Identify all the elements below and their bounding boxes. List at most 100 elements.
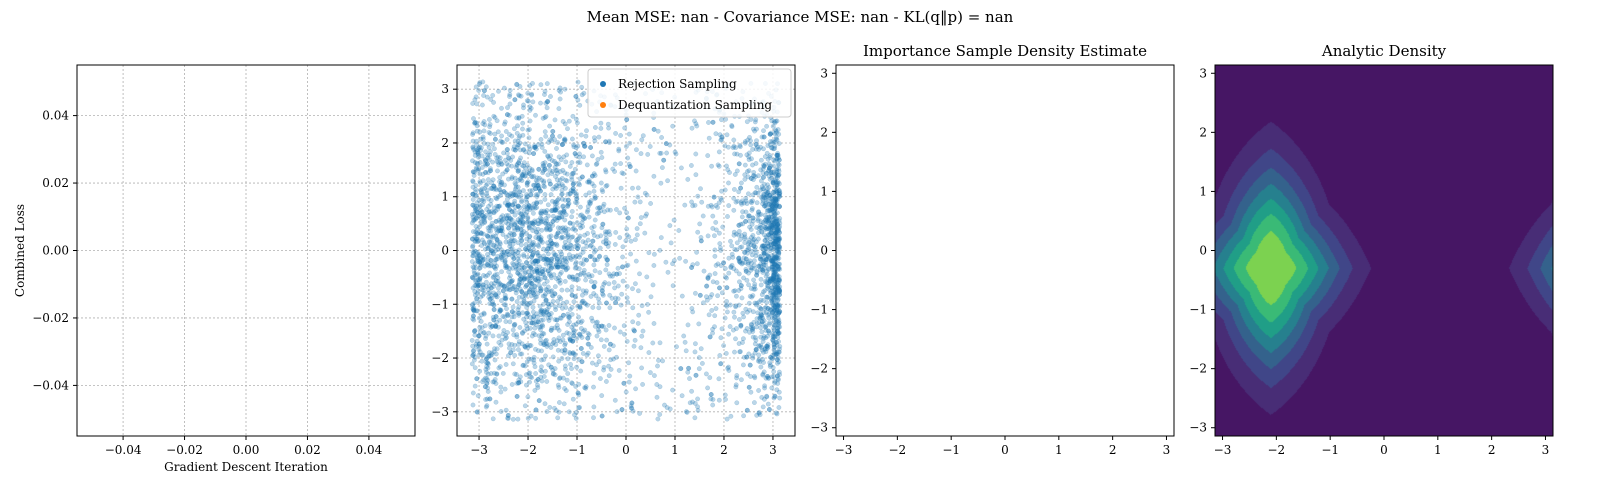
scatter-point bbox=[548, 288, 554, 294]
scatter-point bbox=[774, 218, 780, 224]
scatter-point bbox=[569, 380, 575, 386]
scatter-point bbox=[732, 151, 737, 157]
scatter-point bbox=[766, 173, 772, 179]
scatter-point bbox=[679, 293, 685, 299]
scatter-point bbox=[488, 258, 494, 263]
scatter-point bbox=[516, 312, 522, 318]
scatter-point bbox=[754, 412, 760, 418]
samples-legend: Rejection Sampling Dequantization Sampli… bbox=[587, 68, 792, 118]
scatter-point bbox=[776, 157, 782, 163]
scatter-point bbox=[474, 231, 480, 237]
scatter-point bbox=[488, 371, 494, 376]
scatter-point bbox=[736, 222, 742, 228]
scatter-point bbox=[774, 170, 780, 175]
scatter-point bbox=[516, 339, 522, 345]
scatter-point bbox=[542, 160, 548, 166]
scatter-point bbox=[750, 215, 756, 221]
scatter-point bbox=[756, 225, 762, 231]
scatter-point bbox=[776, 359, 782, 365]
scatter-point bbox=[532, 145, 537, 150]
scatter-point bbox=[775, 280, 781, 286]
scatter-point bbox=[775, 241, 781, 247]
scatter-point bbox=[546, 257, 551, 263]
scatter-point bbox=[627, 164, 633, 170]
scatter-point bbox=[472, 120, 477, 126]
scatter-point bbox=[603, 267, 609, 273]
scatter-point bbox=[708, 396, 714, 402]
scatter-point bbox=[491, 146, 497, 152]
scatter-point bbox=[502, 292, 508, 298]
scatter-point bbox=[491, 113, 497, 119]
scatter-point bbox=[472, 272, 478, 278]
scatter-point bbox=[590, 245, 596, 251]
scatter-point bbox=[775, 331, 781, 337]
scatter-point bbox=[543, 133, 549, 139]
scatter-point bbox=[525, 194, 530, 200]
scatter-point bbox=[611, 279, 617, 285]
scatter-point bbox=[760, 261, 766, 266]
scatter-point bbox=[589, 225, 595, 231]
scatter-point bbox=[761, 146, 766, 152]
scatter-point bbox=[773, 224, 779, 230]
scatter-point bbox=[512, 310, 517, 316]
scatter-point bbox=[475, 258, 481, 264]
scatter-point bbox=[502, 200, 508, 206]
scatter-point bbox=[551, 207, 557, 213]
scatter-point bbox=[520, 132, 526, 138]
scatter-point bbox=[774, 387, 780, 393]
scatter-point bbox=[624, 143, 629, 149]
scatter-point bbox=[544, 309, 550, 314]
scatter-point bbox=[596, 134, 602, 140]
scatter-point bbox=[632, 337, 638, 343]
y-tick-label: −3 bbox=[431, 405, 449, 419]
scatter-point bbox=[487, 296, 493, 302]
scatter-point bbox=[481, 330, 486, 336]
scatter-point bbox=[533, 234, 539, 240]
scatter-point bbox=[644, 274, 650, 280]
scatter-point bbox=[738, 283, 744, 288]
scatter-point bbox=[769, 356, 775, 362]
scatter-point bbox=[528, 265, 534, 271]
scatter-point bbox=[770, 334, 776, 340]
scatter-point bbox=[758, 342, 764, 348]
scatter-point bbox=[567, 163, 573, 169]
scatter-point bbox=[520, 214, 526, 220]
scatter-point bbox=[542, 196, 548, 202]
scatter-point bbox=[565, 356, 571, 362]
scatter-point bbox=[775, 328, 780, 334]
scatter-point bbox=[591, 415, 596, 421]
scatter-point bbox=[490, 159, 495, 165]
scatter-point bbox=[480, 293, 485, 298]
scatter-point bbox=[517, 133, 523, 139]
scatter-point bbox=[547, 137, 553, 143]
scatter-point bbox=[767, 165, 772, 171]
scatter-point bbox=[776, 389, 782, 395]
scatter-point bbox=[546, 178, 552, 184]
scatter-point bbox=[743, 256, 749, 262]
scatter-point bbox=[486, 330, 492, 336]
scatter-point bbox=[488, 234, 494, 240]
scatter-point bbox=[506, 163, 511, 168]
scatter-point bbox=[732, 247, 738, 252]
scatter-point bbox=[490, 416, 496, 422]
scatter-point bbox=[749, 221, 755, 227]
figure-suptitle: Mean MSE: nan - Covariance MSE: nan - KL… bbox=[587, 8, 1014, 26]
scatter-point bbox=[695, 229, 701, 235]
scatter-point bbox=[746, 384, 752, 390]
scatter-point bbox=[704, 371, 709, 377]
scatter-point bbox=[728, 238, 733, 244]
scatter-point bbox=[586, 341, 592, 347]
scatter-point bbox=[470, 313, 476, 319]
scatter-point bbox=[484, 380, 490, 386]
scatter-point bbox=[591, 249, 597, 255]
scatter-point bbox=[771, 264, 777, 270]
scatter-point bbox=[503, 362, 509, 367]
scatter-point bbox=[486, 350, 492, 355]
scatter-point bbox=[469, 337, 475, 343]
scatter-point bbox=[768, 307, 773, 313]
scatter-point bbox=[562, 239, 568, 245]
scatter-point bbox=[494, 159, 500, 165]
scatter-point bbox=[764, 300, 770, 305]
scatter-point bbox=[770, 257, 776, 263]
scatter-point bbox=[561, 137, 567, 143]
